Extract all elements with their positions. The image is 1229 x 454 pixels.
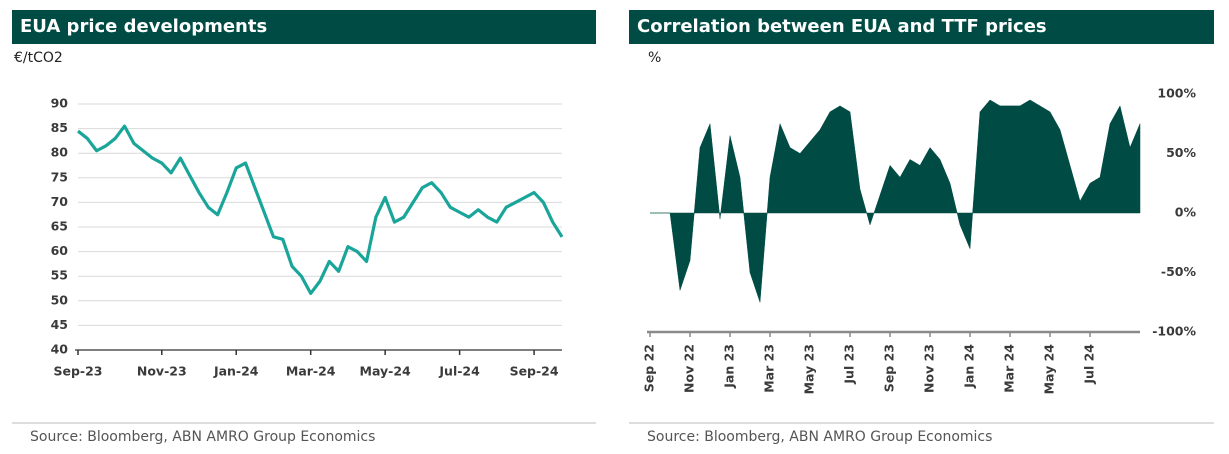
- y-tick-label: 50%: [1166, 145, 1196, 160]
- x-tick-label: May 23: [802, 344, 817, 394]
- x-tick-label: Nov 22: [682, 344, 697, 393]
- x-tick-label: May 24: [1042, 344, 1057, 395]
- y-tick-label: 50: [51, 292, 69, 307]
- y-tick-label: 85: [51, 120, 68, 135]
- x-tick-label: Nov-23: [137, 364, 187, 379]
- x-tick-label: May-24: [360, 364, 412, 379]
- x-tick-label: Jul-24: [438, 364, 480, 379]
- y-tick-label: 60: [51, 243, 69, 258]
- x-tick-label: Jul 23: [842, 344, 857, 385]
- x-tick-label: Jan 24: [962, 344, 977, 389]
- x-tick-label: Nov 23: [922, 344, 937, 393]
- y-tick-label: 80: [51, 145, 69, 160]
- y-tick-label: 70: [51, 194, 69, 209]
- y-tick-label: 55: [51, 268, 68, 283]
- y-tick-label: 100%: [1157, 86, 1196, 101]
- x-tick-label: Jul 24: [1082, 344, 1097, 385]
- x-tick-label: Mar-24: [286, 364, 336, 379]
- area: [650, 99, 1141, 303]
- y-tick-label: 90: [51, 96, 69, 111]
- chart-title: EUA price developments: [20, 16, 267, 37]
- chart-title: Correlation between EUA and TTF prices: [637, 16, 1047, 37]
- y-tick-label: 40: [51, 342, 69, 357]
- x-tick-label: Jan-24: [213, 364, 259, 379]
- x-tick-label: Mar 24: [1002, 344, 1017, 393]
- y-tick-label: 45: [51, 317, 68, 332]
- header-bar: [12, 10, 596, 44]
- y-axis-unit: €/tCO2: [14, 50, 63, 66]
- x-tick-label: Jan 23: [722, 344, 737, 389]
- x-tick-label: Mar 23: [762, 344, 777, 393]
- y-tick-label: -100%: [1152, 324, 1196, 339]
- x-tick-label: Sep 23: [882, 344, 897, 392]
- header-bar: [629, 10, 1214, 44]
- x-tick-label: Sep 22: [642, 344, 657, 392]
- x-tick-label: Sep-23: [53, 364, 102, 379]
- y-tick-label: 75: [51, 169, 68, 184]
- y-tick-label: 0%: [1175, 205, 1197, 220]
- y-tick-label: -50%: [1161, 264, 1197, 279]
- source: Source: Bloomberg, ABN AMRO Group Econom…: [647, 429, 992, 445]
- source: Source: Bloomberg, ABN AMRO Group Econom…: [30, 429, 375, 445]
- y-tick-label: 65: [51, 219, 68, 234]
- x-tick-label: Sep-24: [510, 364, 559, 379]
- y-axis-unit: %: [648, 50, 661, 66]
- line: [77, 124, 564, 296]
